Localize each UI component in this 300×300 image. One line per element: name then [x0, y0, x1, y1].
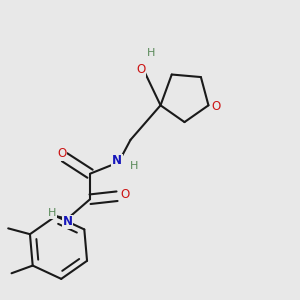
- Text: H: H: [48, 208, 56, 218]
- Text: O: O: [136, 63, 146, 76]
- Text: O: O: [120, 188, 129, 201]
- Text: O: O: [57, 147, 66, 160]
- Text: H: H: [130, 161, 138, 171]
- Text: N: N: [112, 154, 122, 167]
- Text: N: N: [62, 215, 73, 228]
- Text: O: O: [211, 100, 220, 113]
- Text: H: H: [147, 48, 156, 58]
